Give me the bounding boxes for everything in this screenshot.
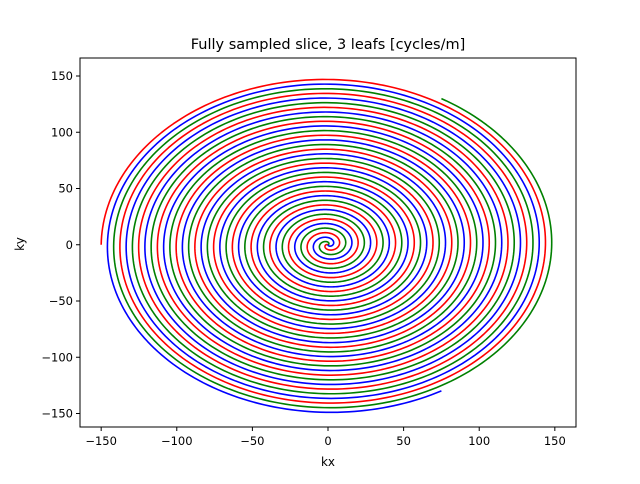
- y-tick-label: 100: [51, 125, 73, 139]
- y-tick-label: −150: [41, 407, 73, 421]
- y-tick-label: −100: [41, 350, 73, 364]
- x-tick-label: 50: [396, 434, 411, 448]
- spiral-leaf-2: [112, 87, 553, 409]
- y-tick-label: 50: [58, 182, 73, 196]
- x-tick-label: −150: [85, 434, 117, 448]
- y-tick-label: 0: [66, 238, 73, 252]
- spiral-leaf-3: [106, 83, 541, 414]
- y-tick-label: 150: [51, 69, 73, 83]
- y-tick-label: −50: [49, 294, 73, 308]
- x-tick-label: 150: [544, 434, 566, 448]
- plot-area: [100, 78, 553, 414]
- x-tick-label: 100: [468, 434, 490, 448]
- x-axis-label: kx: [321, 455, 335, 469]
- chart-title: Fully sampled slice, 3 leafs [cycles/m]: [191, 37, 466, 53]
- x-tick-label: 0: [324, 434, 331, 448]
- spiral-leaf-1: [100, 78, 547, 404]
- x-tick-label: −100: [161, 434, 193, 448]
- axes: −150 −100 −50 0 50 100 150 −150 −100 −50 0 50 100 150: [41, 57, 577, 448]
- x-tick-label: −50: [240, 434, 264, 448]
- y-axis-label: ky: [13, 237, 27, 251]
